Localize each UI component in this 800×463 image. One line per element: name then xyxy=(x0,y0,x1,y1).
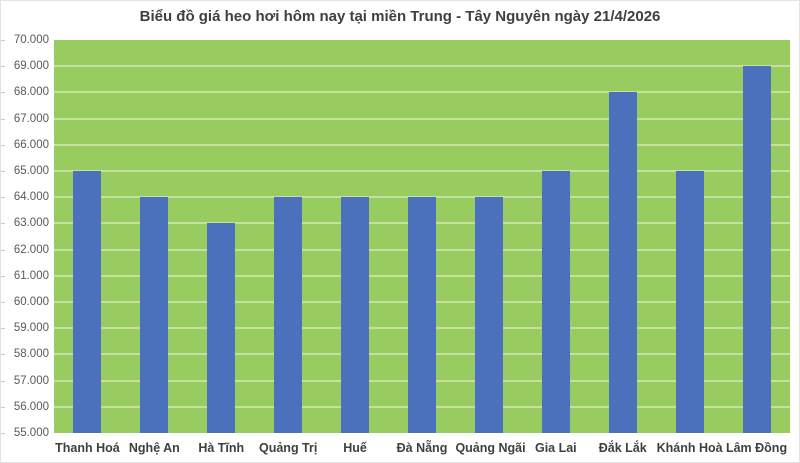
y-axis-tick-label: 66.000 xyxy=(13,138,49,151)
bar xyxy=(541,171,570,433)
y-axis-tick-label: 56.000 xyxy=(13,400,49,413)
y-axis-tick-mark xyxy=(1,197,5,199)
y-axis-tick-label: 58.000 xyxy=(13,348,49,361)
bar xyxy=(675,171,704,433)
y-axis-tick-mark xyxy=(1,66,5,68)
y-axis-tick-mark xyxy=(1,433,5,434)
y-axis-tick-label: 61.000 xyxy=(13,269,49,282)
x-axis-label: Lâm Đồng xyxy=(725,441,788,455)
y-axis-tick-mark xyxy=(1,40,5,41)
gridline xyxy=(54,91,790,94)
y-axis-tick-mark xyxy=(1,354,5,356)
y-axis-tick-label: 55.000 xyxy=(13,427,49,439)
y-axis-tick-label: 70.000 xyxy=(13,34,49,46)
x-axis-label: Huế xyxy=(343,441,367,455)
plot-area xyxy=(54,40,790,433)
y-axis-tick-label: 62.000 xyxy=(13,243,49,256)
bar xyxy=(742,66,771,433)
x-axis-label: Khánh Hoà xyxy=(656,441,723,455)
chart-title: Biểu đồ giá heo hơi hôm nay tại miền Tru… xyxy=(139,8,661,25)
bar xyxy=(341,197,370,433)
bar xyxy=(73,171,102,433)
x-axis-label: Gia Lai xyxy=(534,441,577,455)
y-axis-tick-label: 67.000 xyxy=(13,112,49,125)
gridline xyxy=(54,117,790,120)
y-axis-tick-label: 65.000 xyxy=(13,165,49,177)
y-axis-tick-label: 64.000 xyxy=(13,191,49,204)
bar xyxy=(408,197,436,433)
y-axis-tick-mark xyxy=(1,406,5,408)
y-axis-tick-mark xyxy=(1,380,5,382)
y-axis-tick-mark xyxy=(1,275,5,277)
gridline xyxy=(54,196,790,199)
y-axis-tick-mark xyxy=(1,92,5,94)
y-axis-tick-label: 63.000 xyxy=(13,217,49,230)
x-axis-label: Thanh Hoá xyxy=(55,441,120,455)
x-axis-label: Quảng Trị xyxy=(259,441,318,455)
y-axis-tick-mark xyxy=(1,249,5,251)
x-axis-label: Đà Nẵng xyxy=(396,441,448,455)
y-axis-tick-label: 68.000 xyxy=(13,86,49,99)
gridline xyxy=(54,170,790,172)
y-axis-tick-mark xyxy=(1,223,5,225)
bar xyxy=(608,92,637,433)
y-axis-tick-mark xyxy=(1,302,5,303)
y-axis-tick-label: 59.000 xyxy=(13,322,49,335)
y-axis-tick-label: 60.000 xyxy=(13,296,49,308)
bar xyxy=(207,223,236,433)
x-axis-label: Đắk Lắk xyxy=(598,441,647,455)
gridline xyxy=(54,143,790,146)
gridline xyxy=(54,65,790,68)
x-axis-label: Nghệ An xyxy=(128,441,180,455)
y-axis-tick-label: 57.000 xyxy=(13,374,49,387)
y-axis-tick-mark xyxy=(1,118,5,120)
y-axis-tick-mark xyxy=(1,171,5,172)
x-axis-label: Hà Tĩnh xyxy=(198,441,245,455)
y-axis-tick-mark xyxy=(1,144,5,146)
bar xyxy=(140,197,169,433)
bar xyxy=(474,197,503,433)
bar xyxy=(274,197,303,433)
y-axis-tick-label: 69.000 xyxy=(13,60,49,73)
x-axis-label: Quảng Ngãi xyxy=(455,441,526,455)
y-axis-tick-mark xyxy=(1,328,5,330)
